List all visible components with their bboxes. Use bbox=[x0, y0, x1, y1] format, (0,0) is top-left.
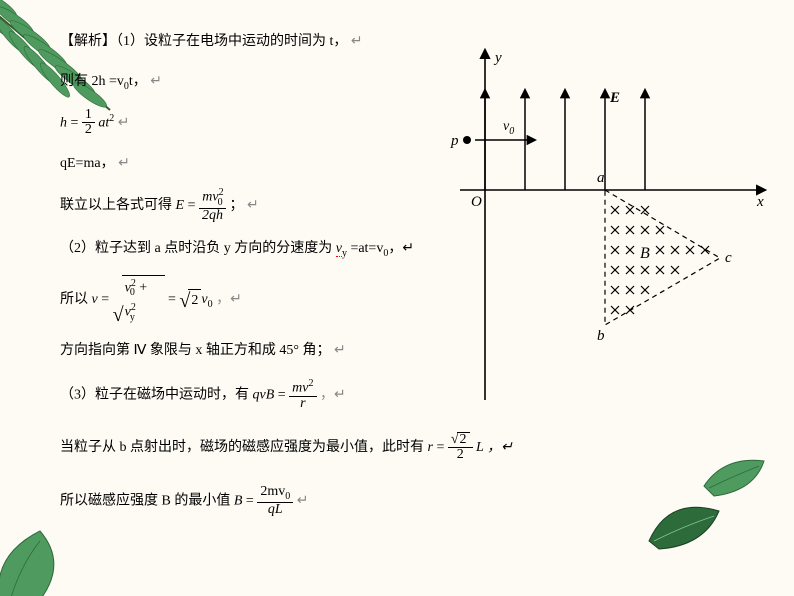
svg-text:y: y bbox=[493, 50, 502, 66]
solution-text: 【解析】（1）设粒子在电场中运动的时间为 t， ↵ 则有 2h =v0t， ↵ … bbox=[60, 30, 460, 532]
t-l3b: = bbox=[67, 115, 82, 130]
frac-r: √2 2 bbox=[448, 432, 473, 463]
t-l3d: 2 bbox=[109, 113, 114, 124]
svg-text:p: p bbox=[450, 133, 459, 149]
frac-half: 12 bbox=[82, 108, 95, 138]
svg-text:v0: v0 bbox=[503, 119, 514, 137]
t-l9d: ，↵ bbox=[320, 385, 346, 401]
svg-text:c: c bbox=[725, 250, 732, 266]
svg-text:O: O bbox=[471, 194, 482, 210]
t-l9b: qvB bbox=[253, 387, 275, 402]
t-l6a: （2）粒子达到 a 点时沿负 y 方向的分速度为 bbox=[60, 241, 336, 256]
t-l6c: y bbox=[342, 248, 347, 259]
t-l2d: ↵ bbox=[150, 72, 162, 88]
t-l8b: ↵ bbox=[334, 341, 346, 357]
t-l3c: at bbox=[98, 115, 109, 130]
sqrt-2: √2 bbox=[179, 289, 201, 311]
t-l5b: E bbox=[176, 198, 185, 213]
t-l4a: qE=ma， bbox=[60, 156, 115, 171]
leaf-bottom-right-2 bbox=[634, 491, 734, 561]
t-l1a: 【解析】（1）设粒子在电场中运动的时间为 t， bbox=[60, 34, 347, 49]
t-l5d: ； bbox=[229, 198, 243, 213]
svg-text:x: x bbox=[756, 194, 764, 210]
t-l7c: = bbox=[98, 292, 113, 307]
t-l10c: = bbox=[433, 439, 448, 454]
t-l11d: ↵ bbox=[297, 492, 309, 508]
t-l1b: ↵ bbox=[351, 32, 363, 48]
frac-B: 2mv0 qL bbox=[257, 485, 293, 518]
physics-diagram: y x O Ep a b c Bv0 bbox=[445, 40, 775, 410]
t-l7d: = bbox=[168, 292, 179, 307]
svg-text:b: b bbox=[597, 328, 605, 344]
frac-E: mv20 2qh bbox=[199, 188, 226, 224]
t-l5e: ↵ bbox=[247, 196, 259, 212]
t-l9a: （3）粒子在磁场中运动时，有 bbox=[60, 387, 253, 402]
t-l7a: 所以 bbox=[60, 292, 92, 307]
t-l3a: h bbox=[60, 115, 67, 130]
t-l8a: 方向指向第 Ⅳ 象限与 x 轴正方和成 45° 角； bbox=[60, 343, 331, 358]
frac-qvB: mv2 r bbox=[289, 379, 316, 412]
t-l11a: 所以磁感应强度 B 的最小值 bbox=[60, 494, 234, 509]
t-l6d: =at=v bbox=[350, 241, 383, 256]
t-l6f: ，↵ bbox=[388, 241, 414, 256]
t-l10d: L ，↵ bbox=[476, 439, 513, 454]
t-l2a: 则有 2h =v bbox=[60, 74, 124, 89]
t-l11c: = bbox=[242, 494, 257, 509]
t-l5a: 联立以上各式可得 bbox=[60, 198, 176, 213]
t-l9c: = bbox=[274, 387, 289, 402]
svg-text:a: a bbox=[597, 170, 605, 186]
t-l7g: ，↵ bbox=[216, 290, 242, 306]
t-l7f: 0 bbox=[208, 299, 213, 310]
t-l3e: ↵ bbox=[118, 113, 130, 129]
svg-text:B: B bbox=[640, 245, 650, 262]
sqrt-1: √v20 + v2y bbox=[113, 275, 165, 325]
t-l5c: = bbox=[184, 198, 199, 213]
leaf-bottom-right-1 bbox=[694, 446, 784, 506]
t-l4b: ↵ bbox=[118, 154, 130, 170]
t-l10a: 当粒子从 b 点射出时，磁场的磁感应强度为最小值，此时有 bbox=[60, 439, 428, 454]
t-l2c: t， bbox=[129, 74, 147, 89]
svg-text:E: E bbox=[609, 90, 620, 106]
page-root: 【解析】（1）设粒子在电场中运动的时间为 t， ↵ 则有 2h =v0t， ↵ … bbox=[0, 0, 794, 596]
